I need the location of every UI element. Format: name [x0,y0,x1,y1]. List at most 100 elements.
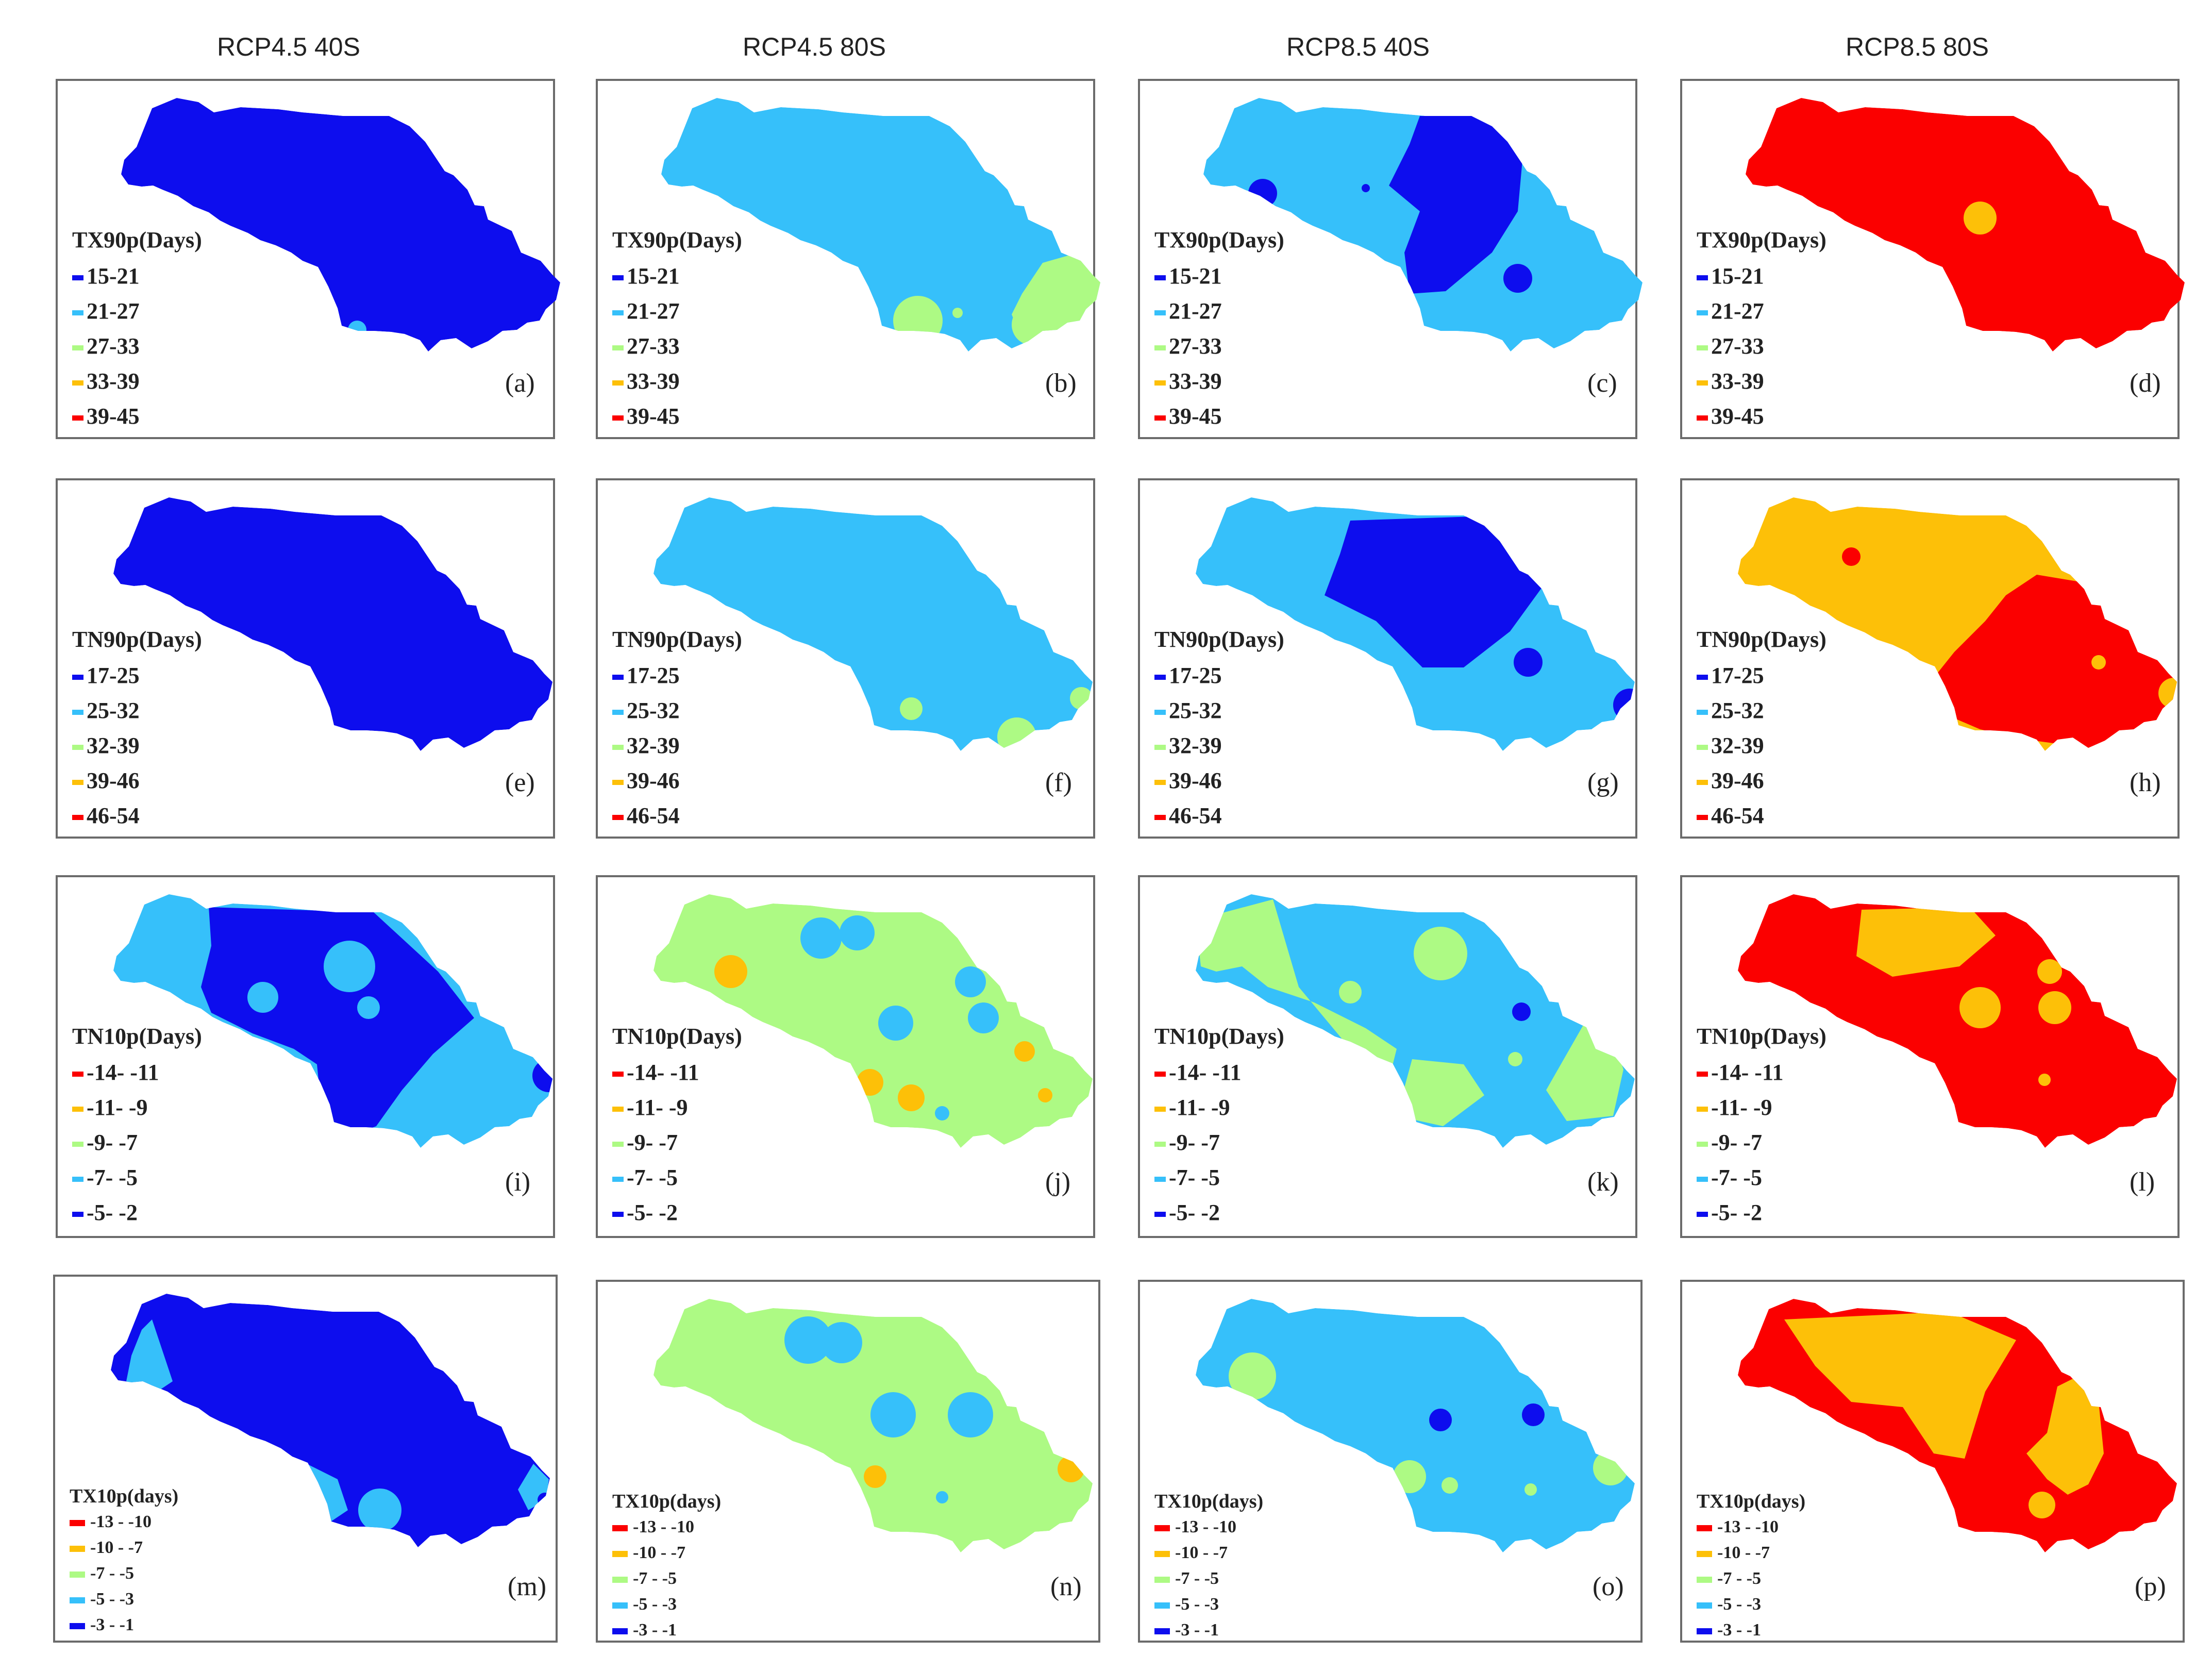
legend-label: 39-46 [1711,768,1764,793]
basin-map [653,1299,1093,1552]
legend-swatch [612,415,624,421]
zone-patch [955,966,986,997]
legend-label: -7- -5 [87,1165,138,1190]
legend-label: -13 - -10 [1717,1517,1779,1536]
map-panel: TN10p(Days) -14- -11 -11- -9 -9- -7 -7- -5 -5… [1138,875,1637,1238]
legend-swatch [70,1597,85,1603]
legend-swatch [1154,675,1166,680]
legend-swatch [612,1628,628,1634]
zone-region [1196,899,1397,1069]
basin-map [1746,98,2185,352]
legend-swatch [1697,275,1708,280]
map-panel: TX90p(Days) 15-21 21-27 27-33 33-39 39-45 (c) [1138,79,1643,439]
legend-label: -9- -7 [1169,1130,1220,1155]
legend-label: 46-54 [627,803,680,828]
zone-patch [1524,1483,1537,1496]
legend-swatch [1154,1525,1170,1531]
legend-title: TN90p(Days) [612,627,742,652]
legend-label: 33-39 [627,369,680,394]
legend-swatch [612,780,624,785]
legend-label: 27-33 [1169,333,1222,359]
panel-letter: (h) [2130,768,2161,797]
legend-label: 39-46 [1169,768,1222,793]
legend-label: -9- -7 [87,1130,138,1155]
map-panel: TN90p(Days) 17-25 25-32 32-39 39-46 46-54 (f) [596,478,1095,839]
legend-label: 39-45 [627,404,680,429]
legend-label: -7 - -5 [1717,1569,1761,1588]
map-panel: TN90p(Days) 17-25 25-32 32-39 39-46 46-54 (g) [1138,478,1637,839]
legend-swatch [1154,1577,1170,1583]
zone-patch [714,955,747,988]
zone-patch [864,1465,886,1488]
zone-patch [952,308,963,318]
legend-label: -7 - -5 [90,1564,134,1583]
panel-letter: (n) [1050,1572,1082,1601]
legend-swatch [1154,275,1166,280]
legend-label: 21-27 [1711,298,1764,324]
legend-swatch [1154,1551,1170,1557]
legend-title: TN90p(Days) [72,627,202,652]
legend-label: -9- -7 [1711,1130,1762,1155]
legend-swatch [1154,380,1166,386]
legend-label: -13 - -10 [90,1512,152,1531]
legend-title: TN90p(Days) [1697,627,1826,652]
zone-patch [324,941,375,992]
legend-label: -5 - -3 [1175,1595,1219,1614]
panel-letter: (f) [1045,768,1072,797]
zone-patch [898,1084,925,1111]
legend-label: 33-39 [87,369,140,394]
legend-swatch [72,1142,83,1147]
legend-swatch [72,1177,83,1182]
legend-label: 27-33 [1711,333,1764,359]
legend-swatch [1154,1212,1166,1217]
legend-swatch [612,1072,624,1077]
zone-patch [936,1491,948,1503]
legend-label: -7- -5 [1711,1165,1762,1190]
legend-label: -5- -2 [1169,1200,1220,1225]
panel-letter: (o) [1593,1572,1624,1601]
legend-label: -10 - -7 [1175,1543,1228,1562]
legend-swatch [72,380,83,386]
legend-label: -14- -11 [627,1060,699,1085]
legend-label: 15-21 [87,263,140,289]
zone-region [201,907,474,1136]
map-panel: TX10p(days) -13 - -10 -10 - -7 -7 - -5 -5 - … [596,1280,1100,1643]
legend-swatch [70,1623,85,1629]
legend-title: TX10p(days) [70,1485,178,1507]
legend-label: 39-46 [87,768,140,793]
zone-patch [968,1002,999,1033]
legend-label: -11- -9 [1169,1095,1230,1120]
legend-swatch [72,310,83,315]
legend-swatch [72,710,83,715]
legend-swatch [1697,310,1708,315]
legend-swatch [1154,1072,1166,1077]
map-panel: TX10p(days) -13 - -10 -10 - -7 -7 - -5 -5 - … [53,1275,558,1643]
zone-patch [840,915,875,950]
zone-region [2026,1376,2104,1495]
column-header-2: RCP4.5 80S [743,32,886,61]
legend-swatch [612,1551,628,1557]
legend-swatch [1154,1177,1166,1182]
panel-letter: (e) [505,768,535,797]
legend-swatch [1154,1107,1166,1112]
legend-title: TX10p(days) [1697,1491,1805,1512]
legend-swatch [72,815,83,820]
legend-swatch [612,1142,624,1147]
legend-label: 15-21 [627,263,680,289]
legend-swatch [612,380,624,386]
legend-label: -10 - -7 [90,1538,143,1557]
legend-swatch [1154,1602,1170,1609]
legend-label: -7- -5 [1169,1165,1220,1190]
legend-swatch [72,415,83,421]
basin-map [653,894,1093,1148]
basin-map [1738,894,2177,1148]
legend-swatch [1154,815,1166,820]
panel-letter: (k) [1587,1167,1619,1197]
legend-swatch [1697,1142,1708,1147]
legend-swatch [72,1107,83,1112]
zone-patch [532,1059,552,1092]
legend-title: TX10p(days) [612,1491,721,1512]
legend-label: -5 - -3 [633,1595,677,1614]
legend-label: -14- -11 [1169,1060,1242,1085]
legend-label: -7 - -5 [1175,1569,1219,1588]
